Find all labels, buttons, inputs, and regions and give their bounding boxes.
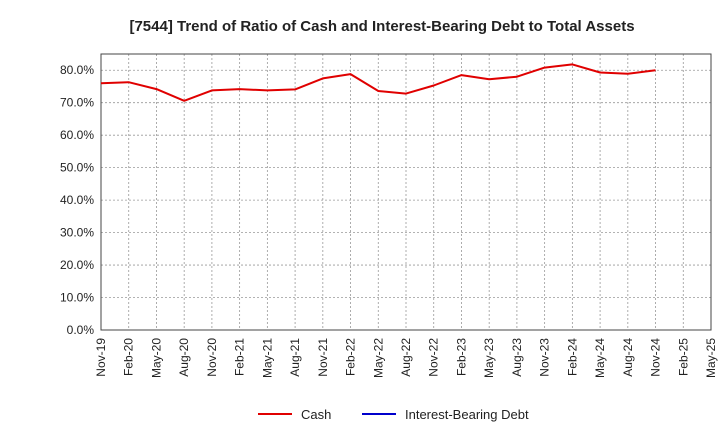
legend-label: Cash	[301, 407, 331, 422]
x-tick-label: Nov-21	[316, 338, 330, 377]
plot-border	[100, 53, 712, 331]
y-tick-label: 20.0%	[60, 258, 94, 272]
y-tick-label: 80.0%	[60, 63, 94, 77]
legend-label: Interest-Bearing Debt	[405, 407, 529, 422]
series-line-cash	[100, 63, 656, 102]
x-tick-label: Nov-20	[205, 338, 219, 377]
y-tick-label: 50.0%	[60, 161, 94, 175]
x-tick-label: Nov-19	[94, 338, 108, 377]
y-tick-label: 40.0%	[60, 193, 94, 207]
x-tick-label: May-22	[371, 338, 385, 378]
y-tick-label: 70.0%	[60, 96, 94, 110]
legend: Cash Interest-Bearing Debt	[258, 407, 529, 422]
x-tick-label: Feb-24	[565, 338, 579, 376]
chart-title: [7544] Trend of Ratio of Cash and Intere…	[129, 18, 634, 35]
x-tick-label: May-24	[593, 338, 607, 378]
x-tick-label: Feb-21	[233, 338, 247, 376]
plot-area: 0.0% 10.0% 20.0% 30.0% 40.0% 50.0% 60.0% 70.0% 8…	[60, 53, 718, 378]
x-tick-label: Feb-20	[122, 338, 136, 376]
x-tick-label: Aug-23	[510, 338, 524, 377]
y-tick-label: 30.0%	[60, 226, 94, 240]
x-tick-label: Nov-22	[427, 338, 441, 377]
x-tick-label: May-25	[704, 338, 718, 378]
x-tick-label: Feb-23	[454, 338, 468, 376]
x-tick-label: May-21	[260, 338, 274, 378]
x-tick-label: Nov-24	[649, 338, 663, 377]
x-tick-label: Aug-24	[621, 338, 635, 377]
y-tick-label: 0.0%	[67, 323, 95, 337]
y-tick-label: 10.0%	[60, 291, 94, 305]
x-tick-label: Aug-22	[399, 338, 413, 377]
y-tick-label: 60.0%	[60, 128, 94, 142]
x-tick-label: Aug-20	[177, 338, 191, 377]
x-tick-label: Nov-23	[538, 338, 552, 377]
x-tick-label: May-20	[149, 338, 163, 378]
x-tick-label: Aug-21	[288, 338, 302, 377]
x-tick-label: May-23	[482, 338, 496, 378]
x-tick-label: Feb-25	[676, 338, 690, 376]
x-tick-label: Feb-22	[344, 338, 358, 376]
